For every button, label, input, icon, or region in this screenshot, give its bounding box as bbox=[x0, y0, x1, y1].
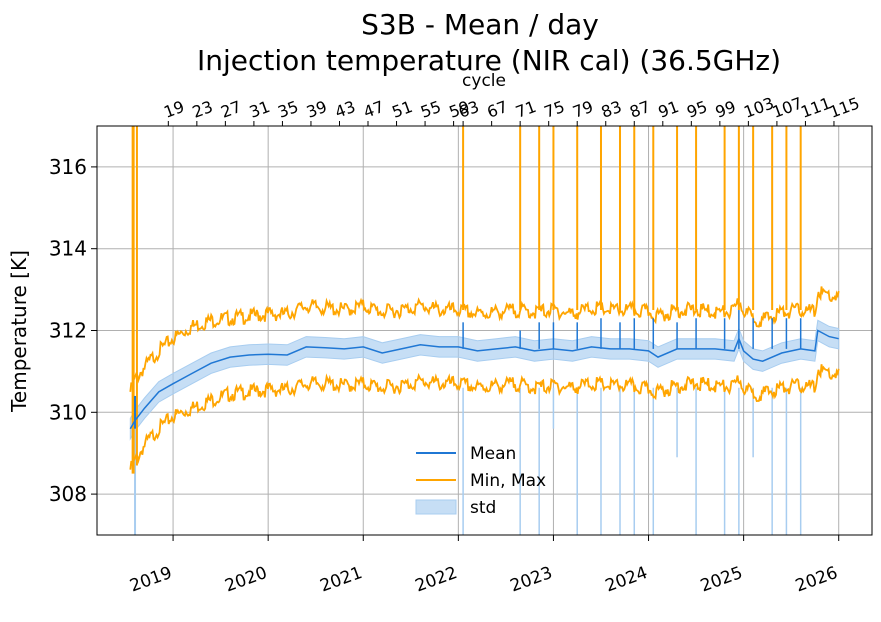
axes: 308 310 312 314 316 2019 2020 2021 2022 2023 2024 2… bbox=[49, 93, 873, 597]
cycle-tick-label: 87 bbox=[627, 97, 653, 122]
cycle-tick-label: 79 bbox=[570, 97, 596, 122]
cycle-tick-label: 99 bbox=[713, 97, 739, 122]
chart-subtitle: Injection temperature (NIR cal) (36.5GHz… bbox=[197, 44, 781, 77]
mean-line bbox=[129, 329, 839, 430]
x-tick-label: 2022 bbox=[413, 563, 460, 597]
top-axis-label: cycle bbox=[462, 71, 506, 91]
cycle-tick-label: 115 bbox=[827, 93, 862, 121]
x-tick-label: 2020 bbox=[222, 563, 269, 597]
x-tick-label: 2026 bbox=[793, 563, 840, 597]
x-tick-label: 2024 bbox=[603, 563, 650, 597]
cycle-tick-label: 51 bbox=[389, 97, 415, 122]
cycle-tick-label: 83 bbox=[599, 97, 625, 122]
std-band bbox=[129, 319, 840, 441]
cycle-tick-label: 27 bbox=[218, 97, 244, 122]
cycle-tick-label: 31 bbox=[247, 97, 273, 122]
legend-label: Min, Max bbox=[470, 471, 546, 491]
cycle-tick-label: 23 bbox=[190, 97, 216, 122]
min-line bbox=[129, 364, 840, 470]
cycle-tick-label: 43 bbox=[332, 97, 358, 122]
cycle-tick-label: 71 bbox=[513, 97, 539, 122]
cycle-tick-label: 19 bbox=[161, 97, 187, 122]
y-tick-label: 308 bbox=[49, 482, 87, 506]
cycle-tick-label: 95 bbox=[684, 97, 710, 122]
cycle-tick-label: 39 bbox=[304, 97, 330, 122]
y-tick-label: 316 bbox=[49, 155, 87, 179]
plot-area bbox=[129, 126, 840, 535]
cycle-tick-label: 47 bbox=[361, 97, 387, 122]
chart-title: S3B - Mean / day bbox=[361, 8, 599, 41]
cycle-tick-label: 55 bbox=[418, 97, 444, 122]
grid bbox=[97, 126, 872, 535]
y-tick-label: 314 bbox=[49, 237, 87, 261]
max-line bbox=[129, 286, 840, 392]
legend-swatch-std bbox=[415, 499, 457, 515]
cycle-tick-label: 91 bbox=[656, 97, 682, 122]
legend-label: std bbox=[470, 498, 496, 518]
x-tick-label: 2019 bbox=[127, 563, 174, 597]
y-tick-label: 310 bbox=[49, 400, 87, 424]
x-tick-label: 2023 bbox=[508, 563, 555, 597]
y-tick-label: 312 bbox=[49, 319, 87, 343]
y-axis-label: Temperature [K] bbox=[7, 250, 31, 413]
cycle-tick-label: 35 bbox=[275, 97, 301, 122]
cycle-tick-label: 75 bbox=[542, 97, 568, 122]
x-tick-label: 2021 bbox=[317, 563, 364, 597]
x-tick-label: 2025 bbox=[698, 563, 745, 597]
cycle-tick-label: 67 bbox=[485, 97, 511, 122]
legend: Mean Min, Max std bbox=[415, 444, 546, 518]
legend-label: Mean bbox=[470, 444, 516, 464]
